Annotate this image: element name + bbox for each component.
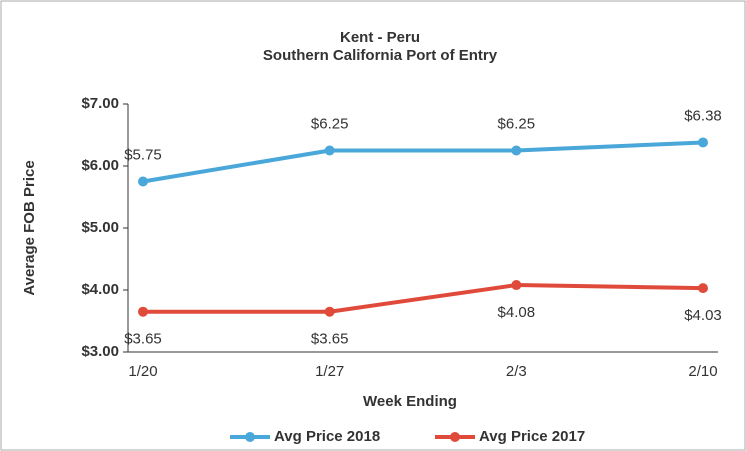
data-label: $6.38 [684, 107, 722, 124]
y-tick-label: $6.00 [81, 157, 119, 174]
y-tick-label: $5.00 [81, 219, 119, 236]
series-line [143, 283, 704, 314]
data-label: $5.75 [124, 146, 162, 163]
y-tick-label: $4.00 [81, 281, 119, 298]
x-tick-label: 1/20 [128, 363, 157, 380]
data-label: $4.08 [498, 304, 536, 321]
data-point [324, 145, 335, 156]
chart-subtitle: Southern California Port of Entry [263, 47, 498, 64]
data-point [698, 137, 708, 148]
data-point [138, 176, 148, 187]
x-axis-label: Week Ending [363, 393, 457, 410]
data-point [138, 306, 148, 317]
y-axis-label: Average FOB Price [21, 160, 38, 295]
chart-title: Kent - Peru [340, 29, 420, 46]
data-point [324, 306, 335, 317]
data-label: $6.25 [311, 115, 349, 132]
legend-marker [245, 432, 255, 442]
legend-label: Avg Price 2017 [479, 428, 585, 445]
data-label: $3.65 [124, 331, 162, 348]
x-tick-label: 1/27 [315, 363, 344, 380]
y-tick-label: $3.00 [81, 343, 119, 360]
x-tick-label: 2/10 [688, 363, 717, 380]
data-label: $6.25 [498, 115, 536, 132]
data-label: $3.65 [311, 331, 349, 348]
x-tick-label: 2/3 [506, 363, 527, 380]
legend-label: Avg Price 2018 [274, 428, 380, 445]
series-line [142, 140, 704, 184]
data-point [511, 145, 522, 156]
legend-marker [450, 432, 460, 442]
data-point [511, 280, 522, 291]
data-point [698, 283, 708, 294]
y-tick-label: $7.00 [81, 95, 119, 112]
data-label: $4.03 [684, 307, 722, 324]
